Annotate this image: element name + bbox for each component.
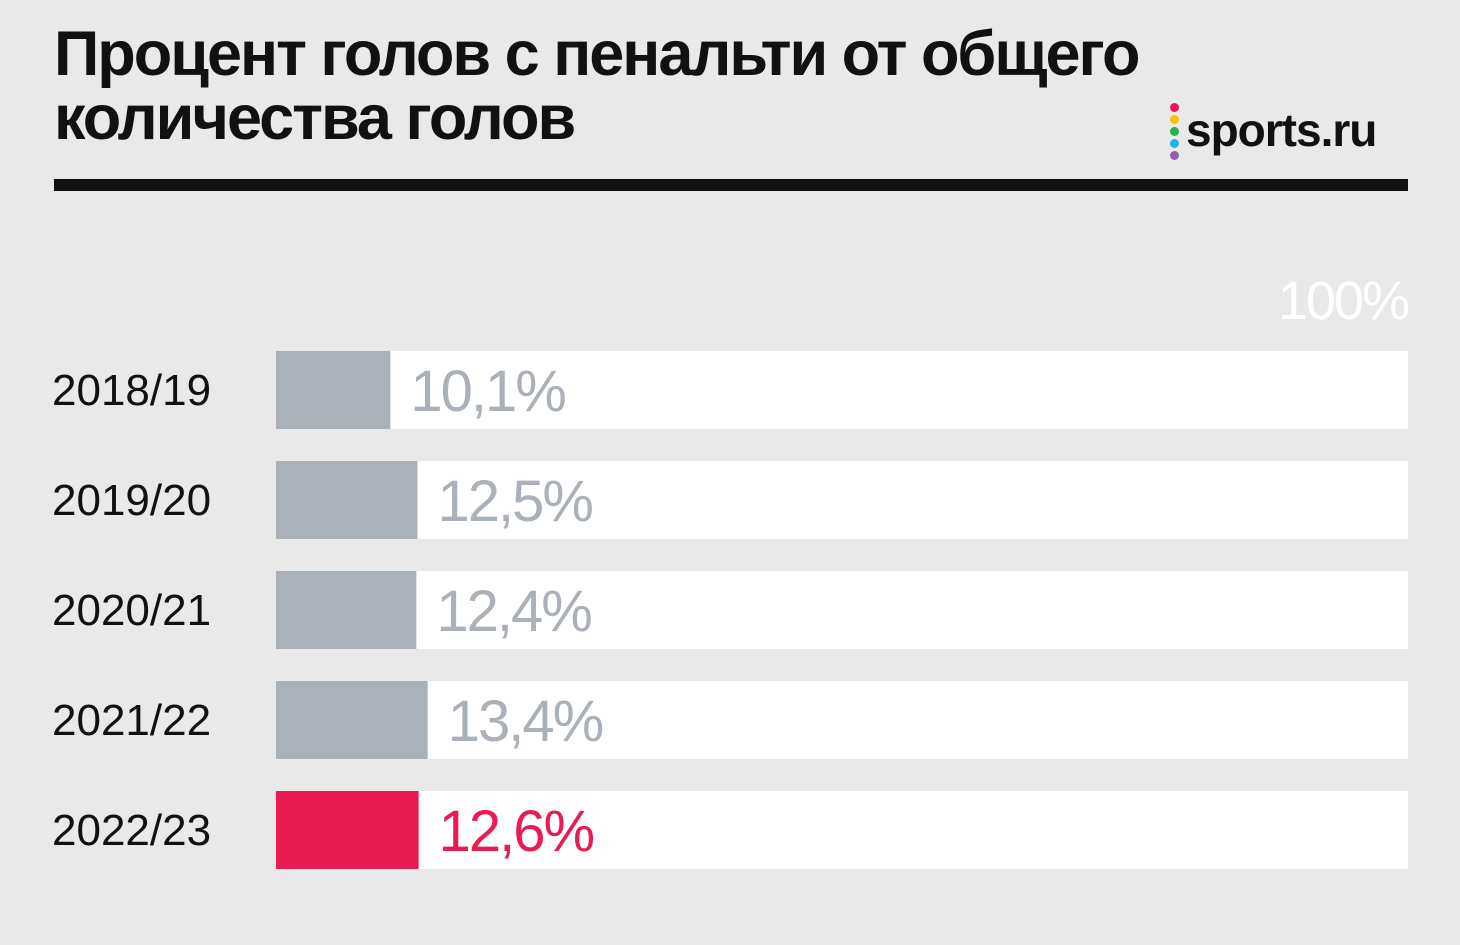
category-label: 2022/23 bbox=[52, 806, 211, 855]
value-label: 12,6% bbox=[439, 799, 594, 864]
bar-track bbox=[276, 681, 1408, 759]
logo-dot bbox=[1170, 127, 1179, 136]
value-label: 12,4% bbox=[436, 579, 591, 644]
value-label: 13,4% bbox=[448, 689, 603, 754]
logo-dot bbox=[1170, 151, 1179, 160]
category-label: 2019/20 bbox=[52, 476, 211, 525]
bar-track bbox=[276, 571, 1408, 649]
category-label: 2021/22 bbox=[52, 696, 211, 745]
bar bbox=[276, 461, 418, 539]
bar-track bbox=[276, 791, 1408, 869]
axis-max-label: 100% bbox=[1277, 271, 1410, 331]
logo-dots-icon bbox=[1168, 101, 1180, 160]
bar bbox=[276, 351, 391, 429]
value-label: 12,5% bbox=[438, 469, 593, 534]
bar bbox=[276, 791, 419, 869]
value-label: 10,1% bbox=[410, 359, 565, 424]
logo-dot bbox=[1170, 103, 1179, 112]
logo-text: sports.ru bbox=[1186, 104, 1377, 156]
logo-dot bbox=[1170, 115, 1179, 124]
bar bbox=[276, 681, 428, 759]
category-label: 2020/21 bbox=[52, 586, 211, 635]
bar-track bbox=[276, 351, 1408, 429]
bar bbox=[276, 571, 417, 649]
bar-track bbox=[276, 461, 1408, 539]
category-label: 2018/19 bbox=[52, 366, 211, 415]
chart-title: Процент голов с пенальти от общего колич… bbox=[54, 19, 1140, 153]
sports-ru-logo: sports.ru bbox=[1168, 100, 1377, 160]
logo-dot bbox=[1170, 139, 1179, 148]
title-divider bbox=[54, 179, 1408, 191]
